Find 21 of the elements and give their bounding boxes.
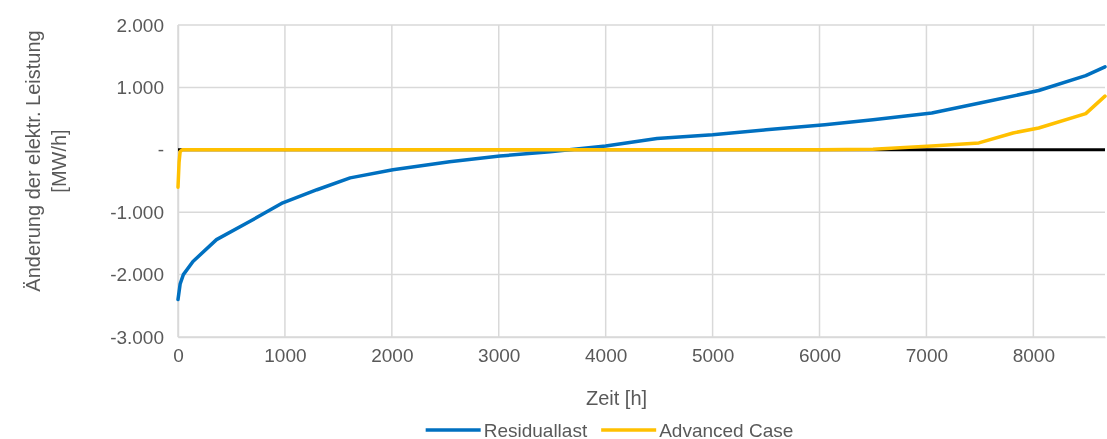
y-tick-label: -3.000 xyxy=(110,326,164,348)
x-tick-label: 8000 xyxy=(1012,345,1055,367)
x-tick-label: 4000 xyxy=(585,345,628,367)
x-tick-label: 7000 xyxy=(905,345,949,367)
x-tick-label: 2000 xyxy=(371,345,414,367)
legend-label: Residuallast xyxy=(483,420,588,439)
y-tick-label: 2.000 xyxy=(116,14,164,36)
x-axis-title: Zeit [h] xyxy=(585,387,648,409)
legend-label: Advanced Case xyxy=(659,420,794,439)
y-tick-label: -2.000 xyxy=(110,264,164,286)
y-tick-label: - xyxy=(157,139,164,161)
x-tick-label: 1000 xyxy=(264,345,307,367)
x-tick-label: 5000 xyxy=(691,345,735,367)
y-tick-label: -1.000 xyxy=(110,201,164,223)
x-tick-label: 3000 xyxy=(478,345,521,367)
y-tick-label: 1.000 xyxy=(116,76,164,98)
x-tick-label: 6000 xyxy=(798,345,842,367)
y-axis-title: Änderung der elektr. Leistung [MW/h] xyxy=(22,30,70,292)
x-tick-label: 0 xyxy=(173,345,184,367)
line-series xyxy=(176,65,1107,302)
line-series xyxy=(176,94,1107,189)
